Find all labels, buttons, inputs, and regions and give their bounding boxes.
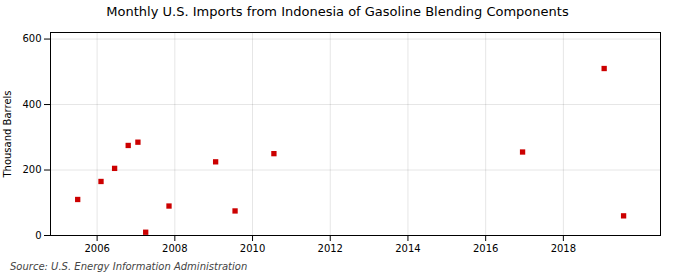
svg-text:200: 200 — [22, 164, 41, 175]
svg-text:2016: 2016 — [473, 243, 498, 254]
html-text:Source: U.S. Energy Informatio: Source: U.S. Energy Information Administ… — [10, 261, 248, 272]
svg-text:2018: 2018 — [551, 243, 576, 254]
svg-text:0: 0 — [35, 230, 41, 241]
svg-text:Thousand Barrels: Thousand Barrels — [2, 90, 13, 178]
svg-text:400: 400 — [22, 99, 41, 110]
svg-text:2006: 2006 — [84, 243, 109, 254]
svg-text:2012: 2012 — [318, 243, 343, 254]
svg-text:600: 600 — [22, 33, 41, 44]
html-text:Monthly U.S. Imports from Indo: Monthly U.S. Imports from Indonesia of G… — [106, 4, 569, 19]
svg-text:2010: 2010 — [240, 243, 265, 254]
svg-text:2008: 2008 — [162, 243, 187, 254]
svg-text:2014: 2014 — [395, 243, 420, 254]
